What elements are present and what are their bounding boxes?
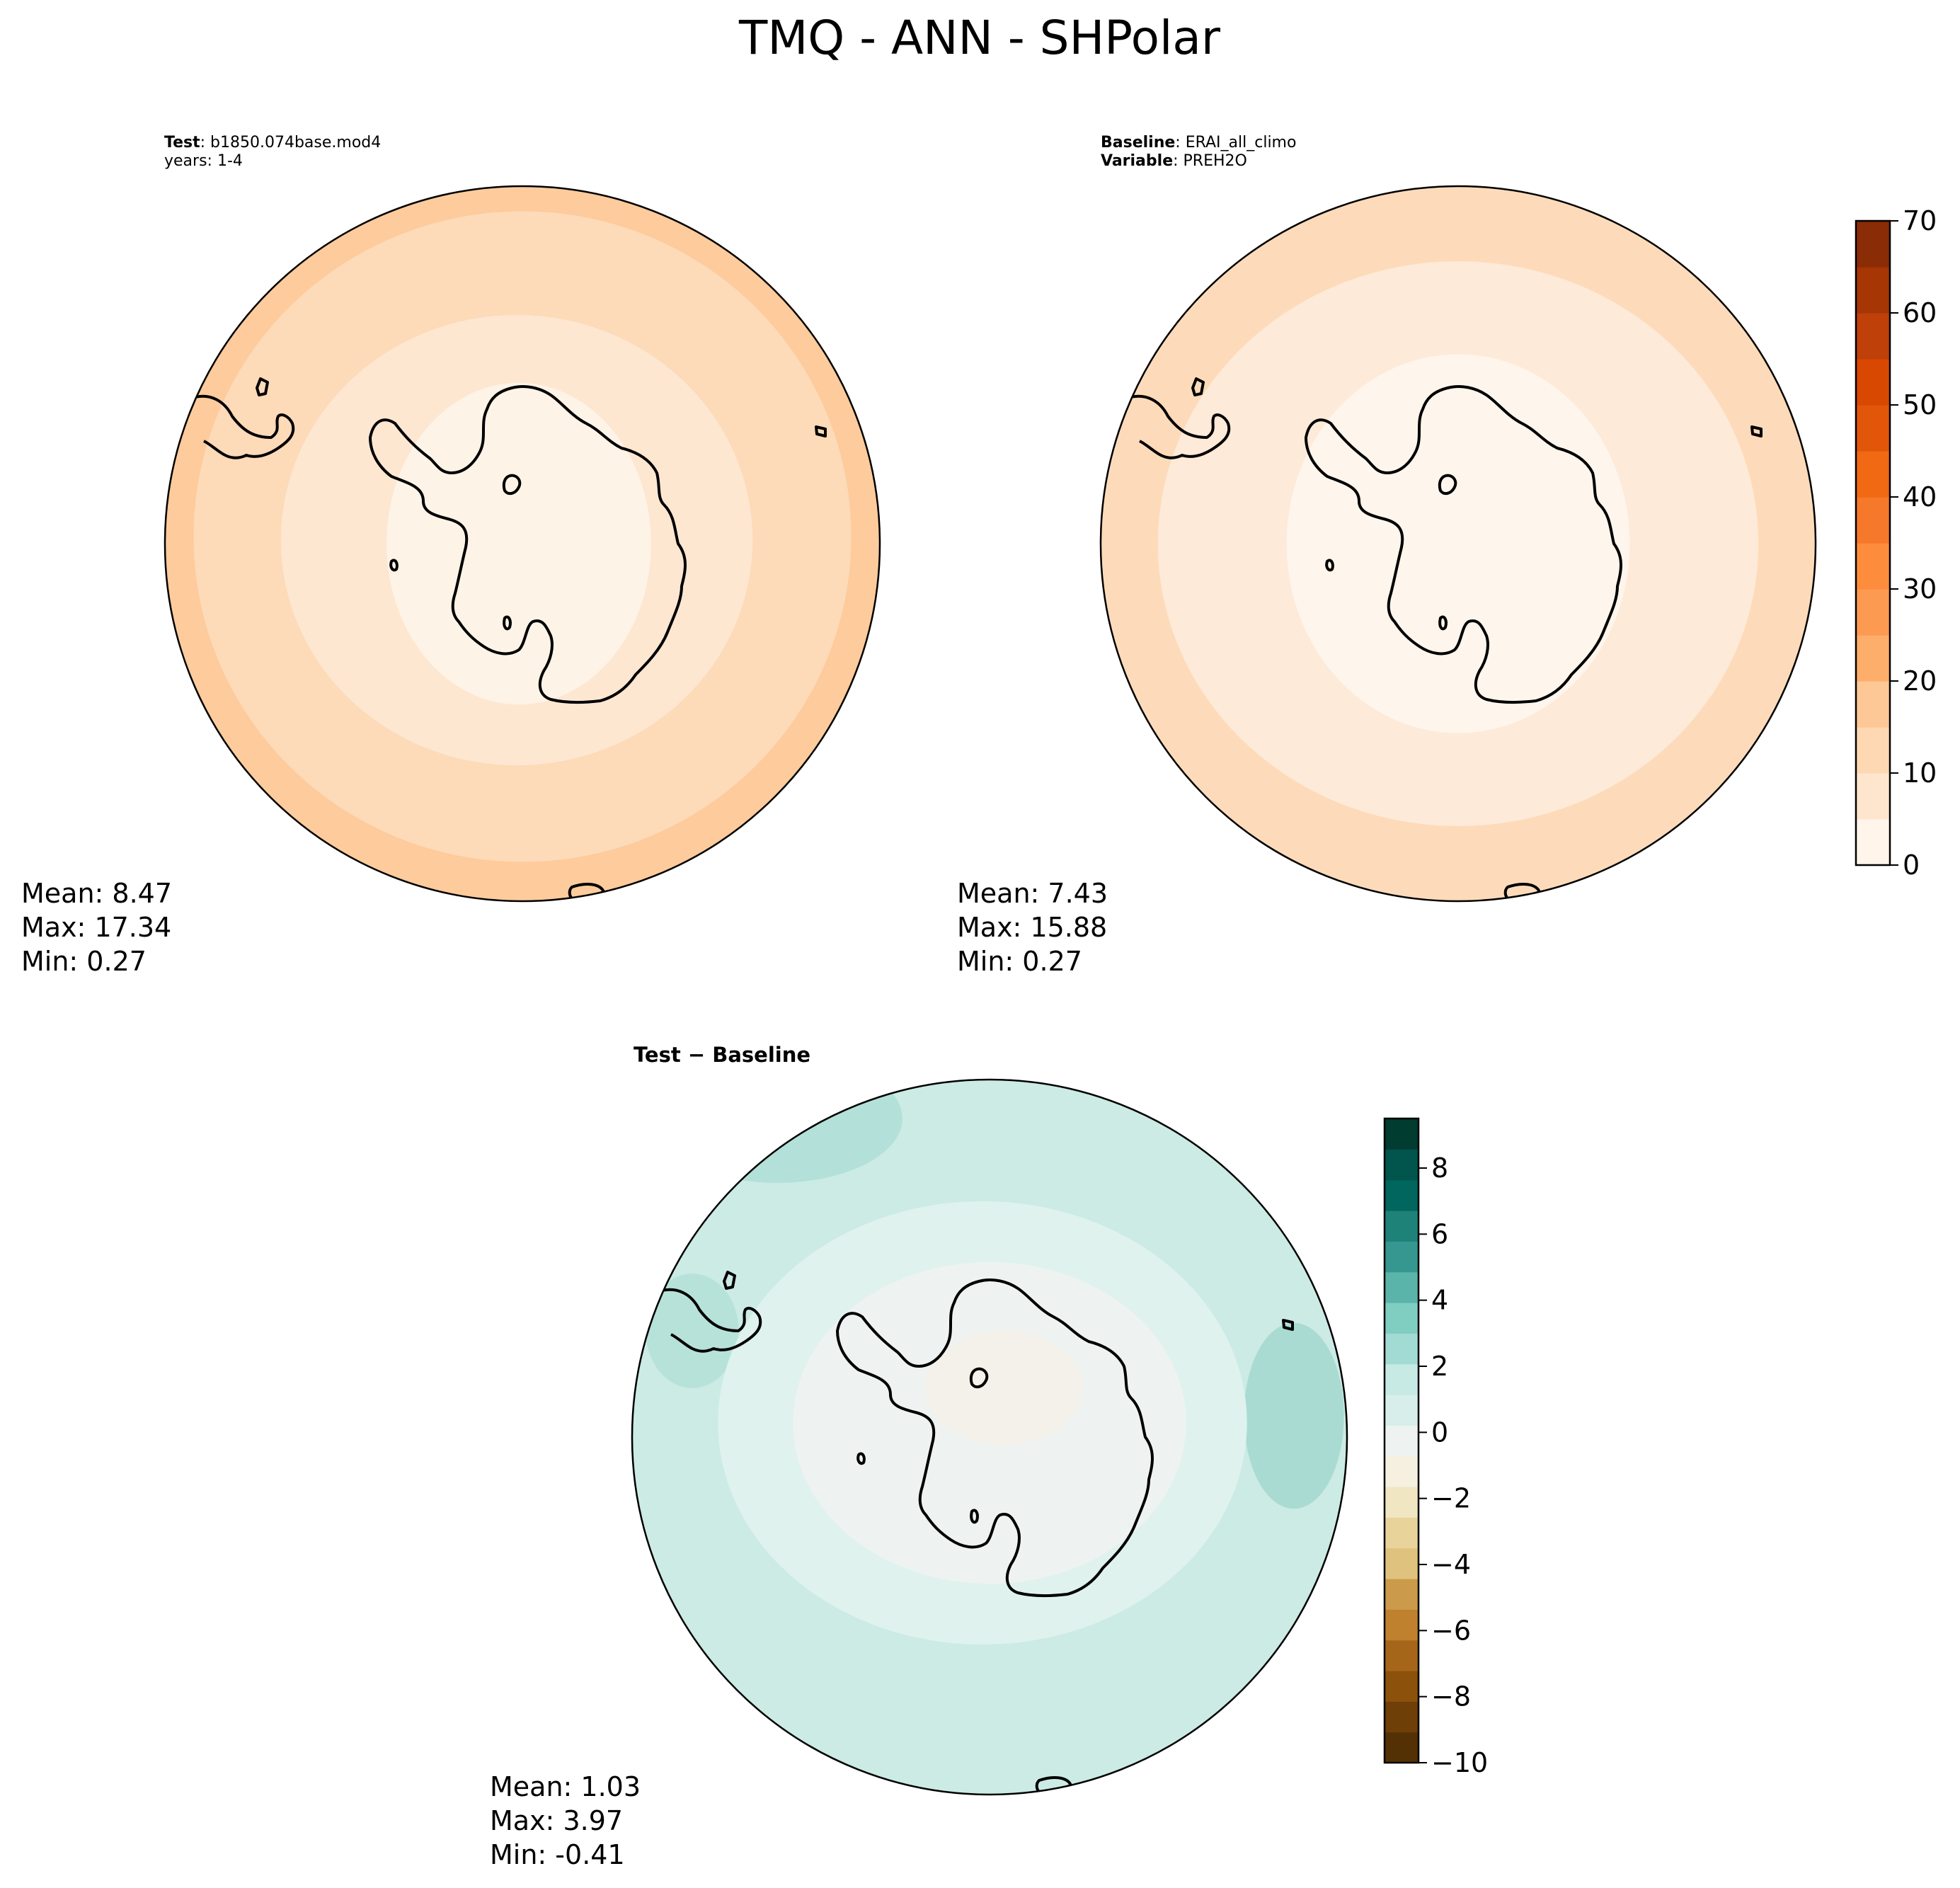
stat-max-0: Max: 17.34 — [21, 912, 171, 943]
colorbar-swatch — [1385, 1640, 1419, 1671]
colorbar-swatch — [1856, 773, 1890, 820]
colorbar-swatch — [1385, 1303, 1419, 1334]
stat-min-0: Min: 0.27 — [21, 946, 147, 977]
colorbar-tick-label: −8 — [1431, 1681, 1471, 1712]
colorbar-tick-label: 4 — [1431, 1285, 1448, 1316]
colorbar-swatch — [1856, 267, 1890, 314]
colorbar-tick-label: 20 — [1903, 665, 1937, 697]
colorbar-swatch — [1856, 819, 1890, 866]
contour-band-2-2 — [1244, 1322, 1344, 1509]
map-field-0 — [165, 186, 880, 901]
stat-mean-0: Mean: 8.47 — [21, 878, 172, 909]
panel-label-2-0: Test − Baseline — [634, 1043, 810, 1067]
colorbar-swatch — [1856, 727, 1890, 774]
colorbar-swatch — [1385, 1701, 1419, 1733]
colorbar-tick-label: 40 — [1903, 481, 1937, 513]
panel-label-1-0: Baseline: ERAI_all_climo — [1101, 134, 1296, 151]
colorbar-swatch — [1856, 681, 1890, 728]
colorbar-swatch — [1856, 359, 1890, 406]
colorbar-tick-label: −4 — [1431, 1549, 1471, 1580]
panel-label-bold: Baseline — [1101, 134, 1175, 151]
colorbar-tick-label: 8 — [1431, 1152, 1448, 1184]
map-boundary-2 — [631, 1078, 1348, 1796]
colorbar-tick-label: 70 — [1903, 205, 1937, 236]
colorbar-swatch — [1385, 1271, 1419, 1303]
colorbar-swatch — [1385, 1395, 1419, 1426]
colorbar-tick-label: 60 — [1903, 297, 1937, 328]
map-field-1 — [1101, 186, 1816, 901]
colorbar-tick-label: 0 — [1903, 849, 1920, 881]
panel-label-text: : ERAI_all_climo — [1175, 134, 1296, 151]
panel-label-bold: Test − Baseline — [634, 1043, 810, 1067]
colorbar-swatch — [1856, 451, 1890, 498]
colorbar-tick-label: −6 — [1431, 1615, 1471, 1646]
contour-band-2-1 — [652, 1080, 902, 1183]
colorbar-swatch — [1856, 313, 1890, 360]
panel-label-bold: Variable — [1101, 152, 1173, 170]
colorbar-tick-label: 6 — [1431, 1218, 1448, 1249]
colorbar-swatch — [1856, 221, 1890, 268]
colorbar-swatch — [1385, 1241, 1419, 1273]
colorbar-tick-label: −2 — [1431, 1483, 1471, 1514]
panel-label-1-1: Variable: PREH2O — [1101, 152, 1247, 170]
colorbar-tick-label: −10 — [1431, 1747, 1488, 1778]
colorbar-tick-label: 30 — [1903, 573, 1937, 605]
colorbar-swatch — [1385, 1211, 1419, 1242]
colorbar-swatch — [1385, 1671, 1419, 1702]
panel-label-bold: Test — [164, 134, 200, 151]
colorbar-tick-label: 2 — [1431, 1351, 1448, 1382]
stat-mean-2: Mean: 1.03 — [490, 1771, 641, 1802]
colorbar-swatch — [1856, 589, 1890, 636]
contour-band-2-3 — [646, 1274, 739, 1388]
colorbar-1: 0 10 20 30 40 50 60 70 — [1855, 205, 1937, 881]
colorbar-frame — [1383, 1117, 1420, 1764]
contour-band-2-6 — [924, 1330, 1083, 1445]
panel-label-text: : PREH2O — [1173, 152, 1247, 170]
panel-label-text: : b1850.074base.mod4 — [200, 134, 382, 151]
colorbar-swatch — [1385, 1149, 1419, 1181]
colorbar-swatch — [1385, 1579, 1419, 1610]
colorbar-swatch — [1385, 1179, 1419, 1211]
colorbar-swatch — [1856, 497, 1890, 544]
colorbar-swatch — [1385, 1547, 1419, 1579]
stat-max-1: Max: 15.88 — [957, 912, 1107, 943]
map-boundary-1 — [1099, 185, 1817, 903]
panel-label-text: years: 1-4 — [164, 152, 243, 170]
colorbar-tick-label: 50 — [1903, 389, 1937, 420]
colorbar-swatch — [1385, 1333, 1419, 1365]
contour-band-1-2 — [1286, 354, 1630, 733]
panel-label-0-0: Test: b1850.074base.mod4 — [164, 134, 381, 151]
colorbar-swatch — [1385, 1609, 1419, 1641]
panel-label-0-1: years: 1-4 — [164, 152, 243, 170]
colorbar-tick-label: 10 — [1903, 757, 1937, 789]
map-field-2 — [632, 1080, 1347, 1795]
colorbar-2: −10 −8 −6 −4 −2 0 2 4 6 8 — [1383, 1117, 1488, 1778]
colorbar-swatch — [1856, 405, 1890, 452]
map-boundary-0 — [164, 185, 881, 903]
colorbar-swatch — [1385, 1487, 1419, 1518]
colorbar-swatch — [1385, 1119, 1419, 1150]
colorbar-swatch — [1856, 543, 1890, 590]
colorbar-swatch — [1385, 1425, 1419, 1457]
colorbar-swatch — [1385, 1455, 1419, 1487]
colorbar-swatch — [1856, 635, 1890, 682]
colorbar-swatch — [1385, 1732, 1419, 1763]
stat-mean-1: Mean: 7.43 — [957, 878, 1108, 909]
contour-band-0-3 — [386, 382, 651, 705]
stat-max-2: Max: 3.97 — [490, 1805, 623, 1836]
stat-min-1: Min: 0.27 — [957, 946, 1082, 977]
colorbar-swatch — [1385, 1363, 1419, 1395]
colorbar-tick-label: 0 — [1431, 1417, 1448, 1448]
figure-title: TMQ - ANN - SHPolar — [738, 11, 1221, 65]
colorbar-swatch — [1385, 1517, 1419, 1549]
stat-min-2: Min: -0.41 — [490, 1839, 625, 1870]
colorbar-frame — [1855, 219, 1891, 866]
